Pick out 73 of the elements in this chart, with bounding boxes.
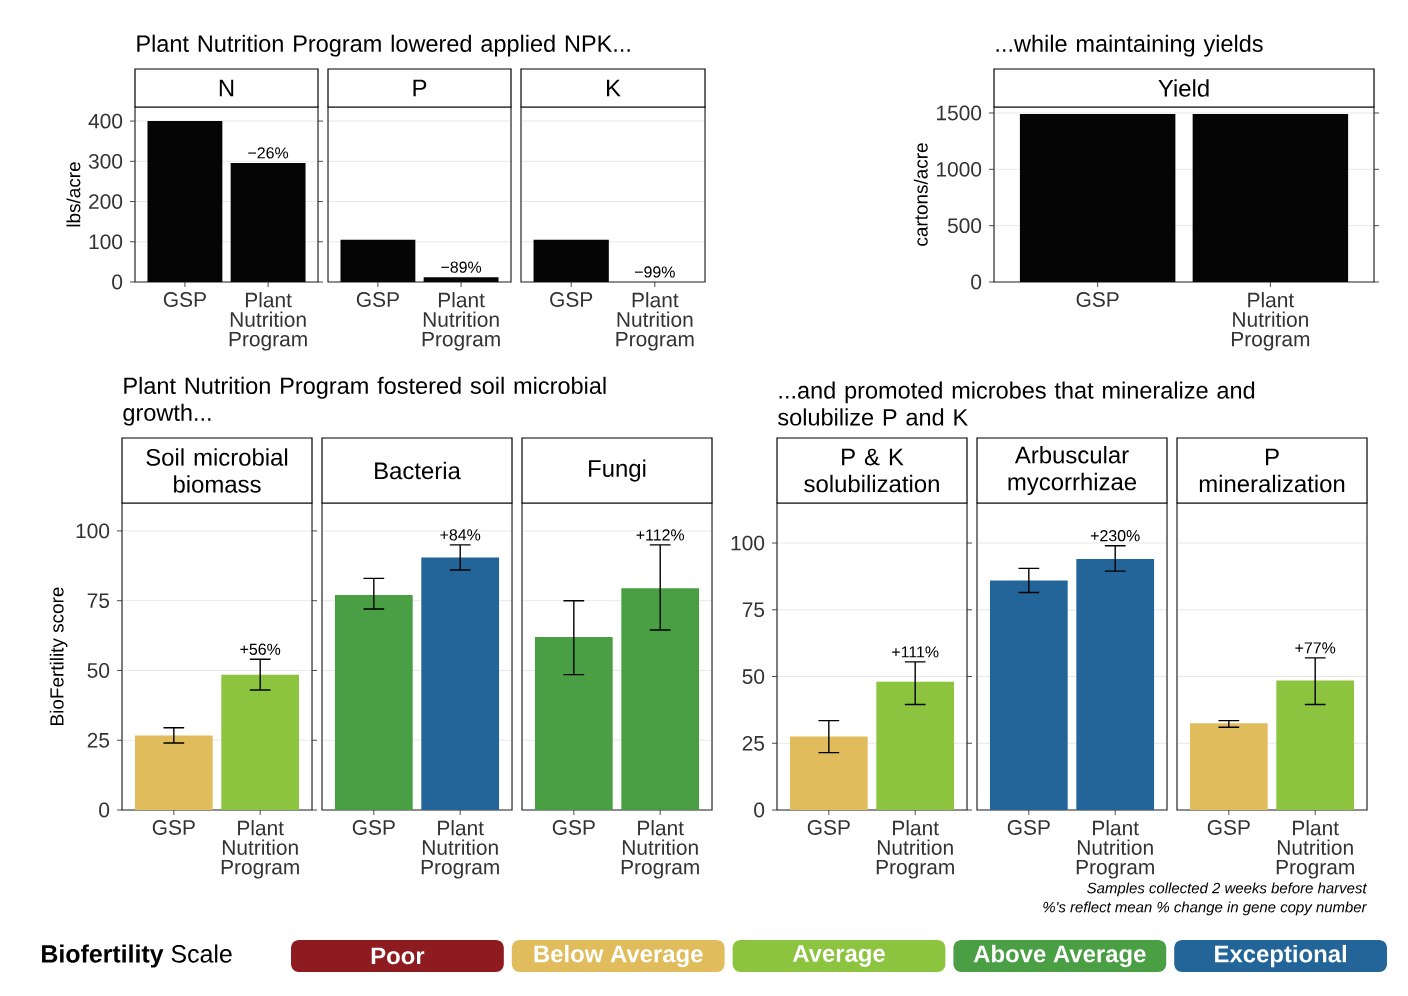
x-tick-label: GSP (807, 820, 850, 835)
text: ...and promoted microbes that mineralize and solubilize P and K (778, 381, 1255, 426)
y-tick-label: 0 (99, 802, 110, 818)
x-tick-label: Plant Nutrition Program (1231, 292, 1310, 351)
y-tick-label: 200 (89, 194, 123, 209)
y-tick-label: 100 (731, 535, 765, 551)
y-tick-label: 50 (87, 663, 110, 678)
category-label: Poor (371, 947, 425, 965)
chart-title: N (219, 79, 234, 97)
chart-title: Yield (1158, 79, 1209, 97)
category-label: Average (792, 945, 885, 967)
chart-title: Arbuscular mycorrhizae (1008, 445, 1137, 496)
annotation: +56% (240, 643, 281, 655)
x-tick-label: Plant Nutrition Program (229, 292, 307, 351)
text: Plant Nutrition Program lowered applied NPK... (137, 34, 630, 57)
x-tick-label: Plant Nutrition Program (621, 820, 699, 879)
x-tick-label: Plant Nutrition Program (422, 292, 500, 351)
annotation: +77% (1295, 642, 1336, 654)
category-label: Exceptional (1215, 944, 1347, 968)
annotation: −26% (248, 147, 289, 159)
y-tick-label: 100 (89, 234, 123, 250)
y-tick-label: 0 (112, 274, 123, 290)
text: ...while maintaining yields (996, 34, 1263, 57)
text: Plant Nutrition Program fostered soil microbial growth... (123, 376, 606, 426)
y-tick-label: 300 (88, 153, 123, 169)
chart-title: K (607, 79, 621, 97)
annotation: +112% (636, 529, 685, 541)
y-tick-label: 1000 (937, 161, 982, 177)
x-tick-label: GSP (356, 292, 399, 307)
x-tick-label: Plant Nutrition Program (221, 820, 299, 879)
annotation: +111% (892, 646, 939, 658)
y-tick-label: 75 (87, 593, 110, 608)
x-tick-label: Plant Nutrition Program (876, 820, 954, 879)
chart-title: P (413, 79, 427, 97)
x-tick-label: Plant Nutrition Program (1076, 820, 1154, 879)
category-label: Below Average (534, 944, 703, 968)
chart-title: P & K solubilization (804, 448, 939, 493)
y-tick-label: 400 (88, 113, 123, 129)
x-tick-label: GSP (550, 292, 593, 307)
y-tick-label: 0 (754, 802, 765, 818)
annotation: −99% (635, 266, 675, 278)
y-tick-label: 1500 (937, 105, 982, 121)
y-tick-label: 25 (87, 732, 110, 748)
text: Samples collected 2 weeks before harvest (1087, 882, 1368, 897)
y-tick-label: 50 (742, 669, 765, 684)
annotation: +230% (1090, 530, 1140, 542)
text: Biofertility Scale (42, 944, 232, 968)
category-label: Above Average (973, 944, 1146, 968)
text: %'s reflect mean % change in gene copy number (1043, 901, 1368, 916)
x-tick-label: Plant Nutrition Program (1276, 820, 1354, 879)
x-tick-label: GSP (152, 820, 195, 835)
chart-title: Fungi (589, 459, 646, 482)
y-tick-label: 25 (742, 735, 765, 751)
y-axis-title: BioFertility score (49, 587, 68, 725)
y-tick-label: 75 (742, 602, 765, 618)
chart-title: P mineralization (1199, 448, 1345, 493)
y-tick-label: 100 (76, 523, 110, 539)
y-tick-label: 500 (947, 218, 982, 234)
x-tick-label: GSP (1076, 292, 1119, 307)
annotation: −89% (441, 261, 482, 273)
chart-title: Bacteria (375, 461, 461, 480)
annotation: +84% (440, 529, 481, 541)
x-tick-label: Plant Nutrition Program (616, 292, 694, 351)
y-tick-label: 0 (971, 274, 982, 290)
x-tick-label: GSP (552, 820, 595, 835)
y-axis-title: cartons/acre (913, 143, 928, 246)
chart-title: Soil microbial biomass (146, 448, 288, 493)
x-tick-label: GSP (163, 292, 206, 307)
y-axis-title: lbs/acre (66, 162, 81, 227)
x-tick-label: GSP (1207, 820, 1250, 835)
x-tick-label: GSP (1007, 820, 1050, 835)
x-tick-label: GSP (352, 820, 395, 835)
x-tick-label: Plant Nutrition Program (421, 820, 499, 879)
